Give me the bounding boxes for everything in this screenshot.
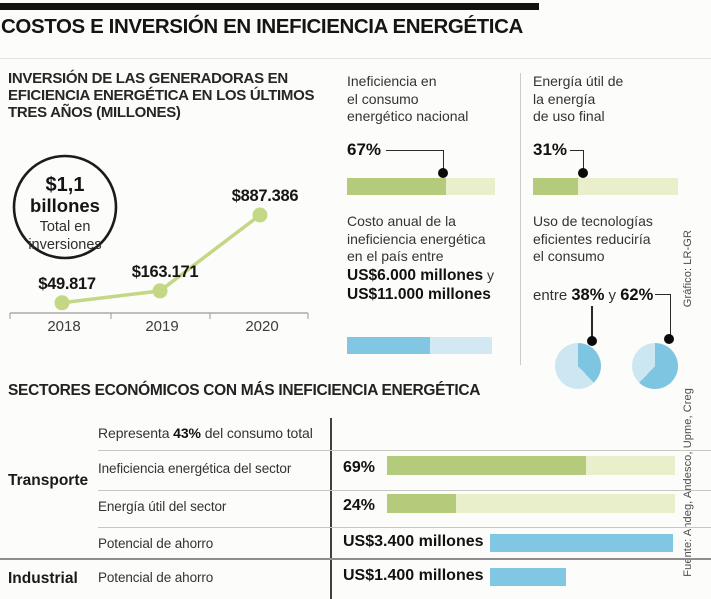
efficient-tech-text: Uso de tecnologías eficientes reduciría …: [533, 213, 653, 264]
sector-useful-energy-bar: [387, 494, 675, 513]
annual-cost-bar: [347, 337, 492, 354]
pie-38pct: [555, 343, 601, 389]
investment-line-chart: $1,1 billones Total en inversiones $49.8…: [9, 154, 309, 335]
table-row-value: US$1.400 millones: [343, 567, 484, 584]
credit-grafico: Gráfico: LR-GR: [682, 230, 694, 308]
annual-cost-conj: y: [483, 266, 495, 283]
table-row-label: Potencial de ahorro: [98, 536, 214, 551]
efficient-tech-range: entre 38% y 62%: [533, 286, 654, 305]
savings-bar-transporte: [490, 534, 673, 552]
header-accent-bar: [0, 3, 539, 10]
connector-line: [591, 306, 593, 340]
range-mid: y: [604, 287, 621, 304]
annual-cost-low: US$6.000 millones: [347, 266, 484, 284]
connector-dot: [578, 168, 588, 178]
row-divider: [98, 450, 711, 451]
national-inefficiency-pct: 67%: [347, 140, 382, 159]
data-point-label: $163.171: [132, 263, 199, 281]
x-axis-label: 2019: [145, 318, 178, 335]
credit-fuente: Fuente: Andeg, Andesco, Upme, Creg: [682, 388, 694, 577]
bar-fill: [347, 178, 447, 195]
sector-inefficiency-bar: [387, 456, 675, 475]
annual-cost-text: Costo anual de la ineficiencia energétic…: [347, 213, 517, 305]
table-row-label: Energía útil del sector: [98, 499, 227, 514]
bar-fill: [533, 178, 578, 195]
investment-series: $49.817 2018 $163.171 2019 $887.386 2020: [38, 187, 298, 335]
investment-chart-heading: INVERSIÓN DE LAS GENERADORAS EN EFICIENC…: [8, 70, 315, 121]
connector-elbow: [655, 294, 671, 339]
useful-energy-text: Energía útil de la energía de uso final: [533, 73, 624, 124]
connector-elbow: [570, 150, 584, 170]
national-inefficiency-text: Ineficiencia en el consumo energético na…: [347, 73, 469, 124]
table-row-note: Representa 43% del consumo total: [98, 425, 313, 441]
column-divider: [520, 73, 521, 365]
connector-elbow: [386, 150, 444, 170]
x-axis-label: 2018: [47, 318, 80, 335]
savings-bar-industrial: [490, 568, 566, 586]
x-axis-label: 2020: [245, 318, 278, 335]
connector-dot: [438, 168, 448, 178]
callout-amount: $1,1: [46, 174, 85, 196]
table-row-value: US$3.400 millones: [343, 533, 484, 550]
note-prefix: Representa: [98, 425, 174, 441]
data-point-label: $887.386: [232, 187, 299, 205]
row-divider: [98, 527, 711, 528]
sectors-section-title: SECTORES ECONÓMICOS CON MÁS INEFICIENCIA…: [8, 382, 481, 399]
title-divider: [0, 58, 711, 59]
national-inefficiency-bar: [347, 178, 495, 195]
annual-cost-high: US$11.000 millones: [347, 286, 491, 303]
table-row-label: Potencial de ahorro: [98, 570, 214, 585]
group-label-transporte: Transporte: [8, 472, 89, 489]
table-vertical-divider: [330, 418, 332, 599]
data-point-label: $49.817: [38, 275, 96, 293]
callout-unit: billones: [30, 195, 100, 216]
group-label-industrial: Industrial: [8, 570, 78, 587]
connector-dot: [664, 334, 674, 344]
connector-dot: [587, 336, 597, 346]
range-low: 38%: [571, 286, 605, 304]
table-row-value: 24%: [343, 497, 376, 514]
bar-fill: [387, 456, 586, 475]
useful-energy-bar: [533, 178, 678, 195]
table-row-label: Ineficiencia energética del sector: [98, 461, 292, 476]
bar-fill: [347, 337, 430, 354]
data-point: [152, 283, 168, 299]
data-point: [54, 295, 70, 311]
pie-62pct: [632, 343, 678, 389]
group-divider: [0, 558, 711, 560]
data-point: [252, 207, 268, 223]
useful-energy-pct: 31%: [533, 140, 568, 159]
callout-caption2: inversiones: [28, 237, 101, 253]
page-title: COSTOS E INVERSIÓN EN INEFICIENCIA ENERG…: [1, 15, 523, 38]
annual-cost-intro: Costo anual de la ineficiencia energétic…: [347, 213, 486, 264]
range-prefix: entre: [533, 287, 572, 304]
bar-fill: [387, 494, 457, 513]
table-row-value: 69%: [343, 459, 376, 476]
note-suffix: del consumo total: [200, 425, 313, 441]
range-high: 62%: [620, 286, 654, 304]
total-callout-circle: [12, 154, 118, 260]
note-pct: 43%: [173, 425, 201, 441]
callout-caption1: Total en: [40, 219, 91, 235]
row-divider: [98, 490, 711, 491]
